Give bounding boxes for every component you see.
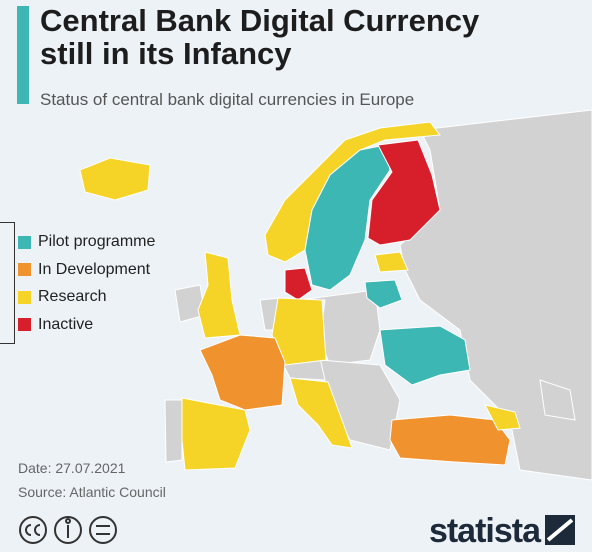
legend-label: Research — [38, 288, 107, 305]
brand: statista — [428, 512, 541, 550]
country — [271, 297, 327, 366]
source: Source: Atlantic Council — [18, 484, 166, 500]
title-line: still in its Infancy — [40, 36, 292, 71]
legend-item: In Development — [18, 261, 150, 279]
legend-swatch — [18, 318, 31, 331]
brand-icon — [545, 515, 575, 545]
title: Central Bank Digital Currency still in i… — [40, 4, 479, 70]
license-icons — [19, 516, 117, 544]
legend-item: Inactive — [18, 316, 93, 334]
subtitle: Status of central bank digital currencie… — [40, 90, 415, 109]
country — [79, 157, 151, 201]
country — [284, 267, 313, 301]
legend-swatch — [18, 263, 31, 276]
legend-swatch — [18, 290, 31, 304]
country — [197, 251, 241, 339]
legend-label: In Development — [38, 260, 151, 278]
legend-swatch — [18, 235, 31, 249]
land — [164, 109, 592, 481]
legend-item: Research — [18, 288, 106, 306]
legend-bracket — [0, 222, 15, 344]
country — [367, 139, 441, 246]
country — [364, 279, 403, 309]
country — [389, 414, 511, 466]
legend-label: Pilot programme — [38, 233, 156, 250]
country — [379, 325, 471, 386]
country — [199, 334, 286, 411]
country — [181, 397, 251, 471]
country — [484, 404, 521, 431]
countries — [79, 121, 521, 471]
country — [304, 144, 391, 291]
legend-item: Pilot programme — [18, 233, 155, 251]
country — [374, 251, 409, 273]
legend-label: Inactive — [38, 315, 94, 333]
title-line: Central Bank Digital Currency — [40, 3, 480, 38]
country — [289, 377, 353, 449]
date: Date: 27.07.2021 — [18, 460, 126, 476]
title-accent — [17, 6, 29, 104]
